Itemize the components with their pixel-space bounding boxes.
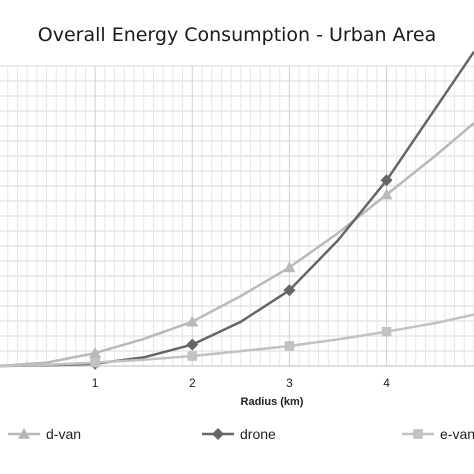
data-point-diamond [212,428,224,440]
data-point-diamond [283,284,296,297]
x-tick-label: 1 [92,376,99,390]
data-point-square [284,341,295,351]
legend-item-d-van: d-van [8,426,81,442]
data-point-triangle [283,261,296,273]
data-point-square [413,429,423,439]
series-layer [0,50,474,370]
data-point-square [381,326,392,337]
series-line-e-van [0,313,474,368]
chart-title: Overall Energy Consumption - Urban Area [38,24,437,46]
x-tick-label: 3 [286,376,293,390]
x-tick-label: 2 [189,376,196,390]
data-point-triangle [18,428,30,439]
x-tick-label: 4 [383,376,390,390]
legend-item-e-van: e-van [402,426,474,442]
data-point-triangle [186,315,199,327]
series-line-drone [0,50,474,368]
series-line-d-van [0,122,474,368]
data-point-triangle [380,188,393,200]
data-point-square [187,351,198,361]
data-point-square [90,357,100,368]
data-point-diamond [380,174,393,187]
legend-label: d-van [46,426,81,442]
x-tick-layer: 1 2 3 4 [92,376,390,390]
x-axis-title: Radius (km) [241,396,304,408]
legend: d-van drone e-van [8,426,474,442]
data-point-triangle [89,347,102,358]
data-point-diamond [186,338,199,351]
legend-label: drone [240,426,276,442]
legend-item-drone: drone [202,426,276,442]
legend-label: e-van [440,426,474,442]
grid-layer [0,65,474,367]
